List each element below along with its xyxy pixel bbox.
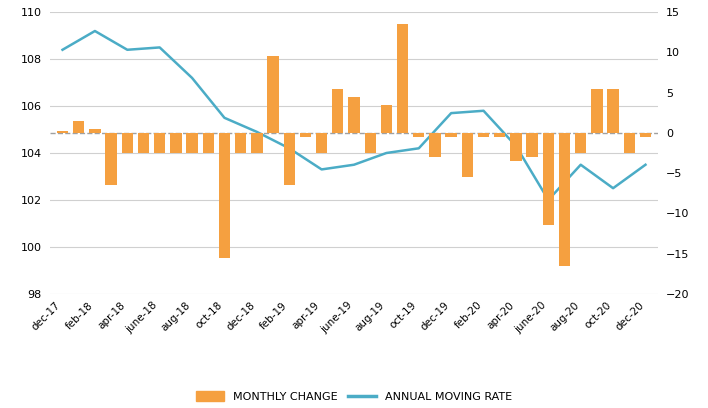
Bar (73, 121, 84, 133)
Bar (170, 133, 181, 153)
Bar (284, 133, 295, 185)
Bar (154, 133, 166, 153)
Bar (591, 89, 603, 133)
Bar (607, 89, 619, 133)
Bar (397, 24, 409, 133)
Bar (332, 89, 343, 133)
Bar (251, 133, 263, 153)
Bar (365, 133, 376, 153)
Bar (527, 133, 538, 157)
Bar (429, 133, 440, 157)
Bar (219, 133, 230, 257)
Bar (624, 133, 635, 153)
Bar (186, 133, 198, 153)
Legend: MONTHLY CHANGE, ANNUAL MOVING RATE: MONTHLY CHANGE, ANNUAL MOVING RATE (191, 387, 517, 406)
Bar (89, 129, 101, 133)
Bar (510, 133, 522, 161)
Bar (478, 133, 489, 137)
Bar (268, 56, 279, 133)
Bar (494, 133, 506, 137)
Bar (413, 133, 424, 137)
Bar (299, 133, 311, 137)
Bar (542, 133, 554, 225)
Bar (348, 97, 360, 133)
Bar (105, 133, 117, 185)
Bar (640, 133, 651, 137)
Bar (575, 133, 586, 153)
Bar (138, 133, 149, 153)
Bar (316, 133, 327, 153)
Bar (122, 133, 133, 153)
Bar (202, 133, 214, 153)
Bar (235, 133, 246, 153)
Bar (445, 133, 457, 137)
Bar (381, 105, 392, 133)
Bar (57, 131, 68, 133)
Bar (559, 133, 570, 266)
Bar (462, 133, 473, 177)
